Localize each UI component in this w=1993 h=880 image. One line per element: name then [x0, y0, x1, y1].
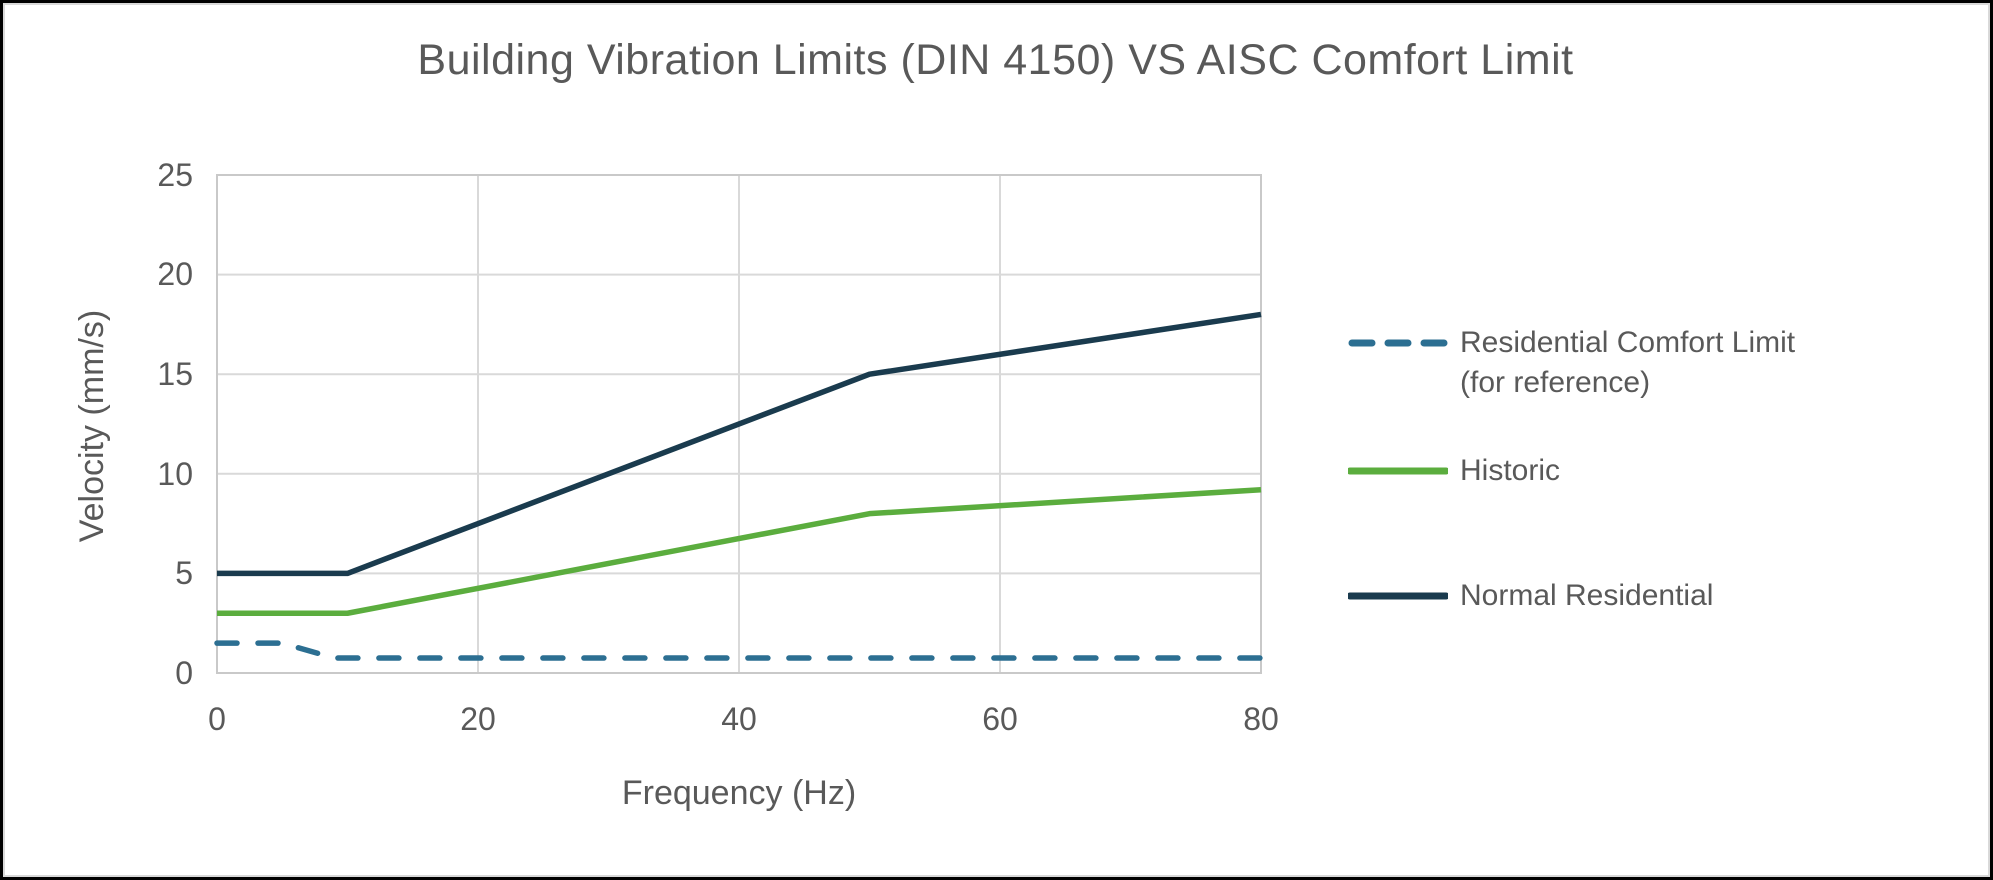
legend-label: Normal Residential: [1460, 579, 1714, 612]
solid-line-swatch-icon: [1348, 592, 1448, 600]
x-tick-label-40: 40: [721, 701, 757, 737]
legend-label: Historic: [1460, 454, 1561, 487]
x-axis-title: Frequency (Hz): [621, 774, 857, 812]
legend-item-historic: Historic: [1348, 451, 1560, 491]
y-axis-title: Velocity (mm/s): [73, 309, 111, 543]
legend: Residential Comfort Limit (for reference…: [1348, 3, 1948, 877]
legend-item-normal-residential: Normal Residential: [1348, 576, 1713, 616]
x-tick-label-80: 80: [1243, 701, 1279, 737]
dashed-line-swatch-icon: [1348, 339, 1448, 347]
y-tick-label-5: 5: [175, 555, 193, 591]
plot-frame: [216, 174, 1262, 674]
legend-label: Residential Comfort Limit (for reference…: [1460, 326, 1796, 399]
plot-area: [214, 174, 1264, 674]
series-line-residential-comfort-limit-for-reference: [214, 640, 1264, 661]
series-line-historic: [217, 486, 1262, 616]
chart-title: Building Vibration Limits (DIN 4150) VS …: [417, 36, 1574, 84]
y-tick-label-25: 25: [157, 157, 193, 193]
x-tick-label-0: 0: [208, 701, 226, 737]
y-tick-label-15: 15: [157, 356, 193, 392]
y-tick-label-10: 10: [157, 456, 193, 492]
x-tick-label-60: 60: [982, 701, 1018, 737]
y-tick-label-0: 0: [175, 655, 193, 691]
series-line-normal-residential: [217, 311, 1262, 577]
x-tick-label-20: 20: [460, 701, 496, 737]
solid-line-swatch-icon: [1348, 467, 1448, 475]
legend-item-comfort-limit: Residential Comfort Limit (for reference…: [1348, 323, 1795, 403]
y-tick-label-20: 20: [157, 256, 193, 292]
